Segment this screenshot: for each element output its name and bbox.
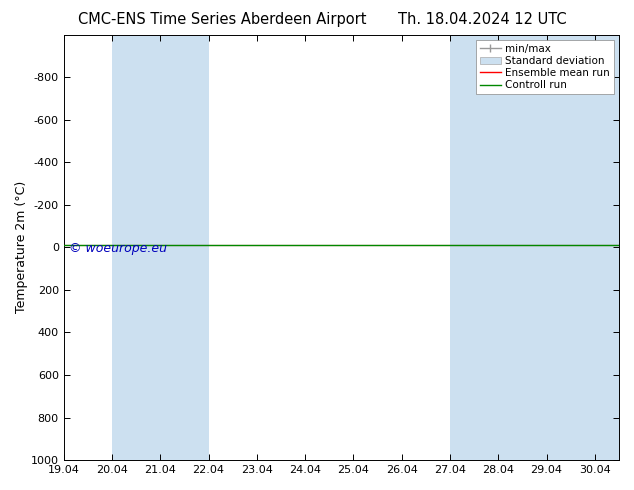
- Text: CMC-ENS Time Series Aberdeen Airport: CMC-ENS Time Series Aberdeen Airport: [77, 12, 366, 27]
- Y-axis label: Temperature 2m (°C): Temperature 2m (°C): [15, 181, 28, 314]
- Bar: [112, 35, 209, 460]
- Bar: [450, 35, 547, 460]
- Bar: [547, 35, 619, 460]
- Legend: min/max, Standard deviation, Ensemble mean run, Controll run: min/max, Standard deviation, Ensemble me…: [476, 40, 614, 95]
- Text: Th. 18.04.2024 12 UTC: Th. 18.04.2024 12 UTC: [398, 12, 566, 27]
- Text: © woeurope.eu: © woeurope.eu: [69, 242, 167, 255]
